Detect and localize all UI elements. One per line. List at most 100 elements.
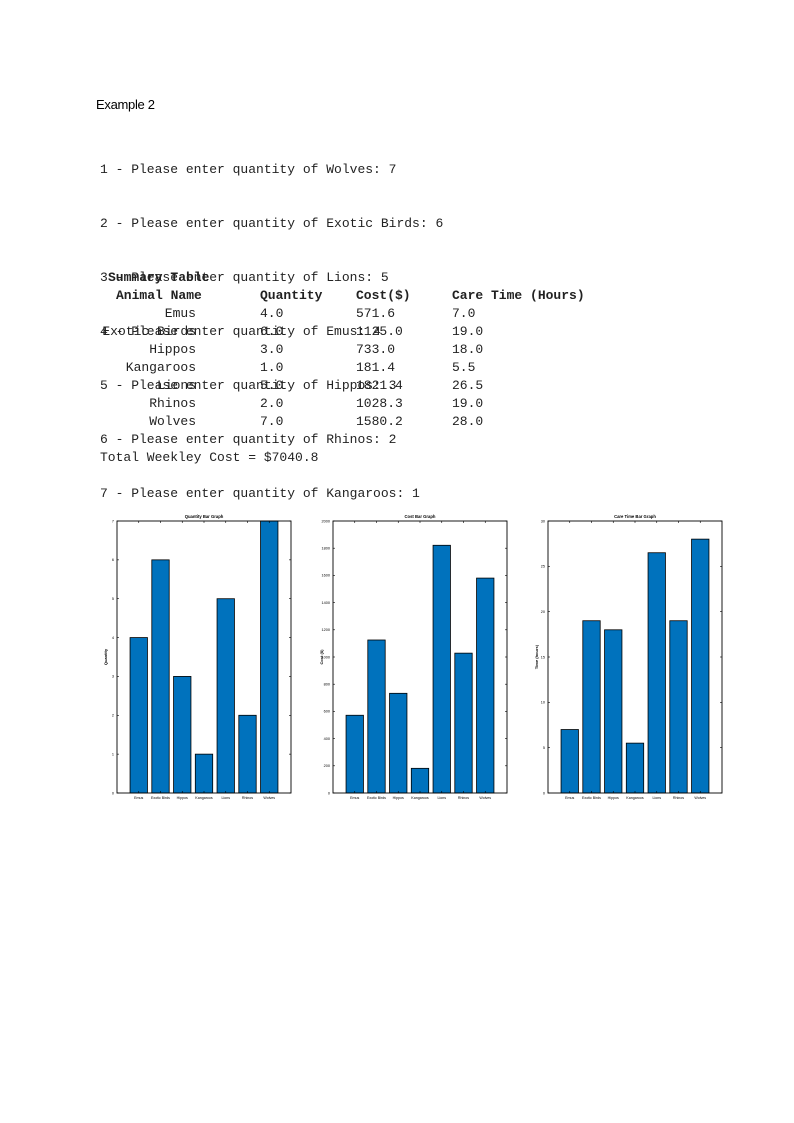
cell-cost: 181.4 (356, 360, 396, 375)
x-tick-label: Exotic Birds (582, 796, 601, 800)
y-tick-label: 200 (324, 764, 330, 768)
cell-cost: 1028.3 (356, 396, 403, 411)
x-tick-label: Hippos (393, 796, 404, 800)
x-tick-label: Kangaroos (626, 796, 644, 800)
bar-lions (432, 544, 451, 794)
y-tick-label: 600 (324, 710, 330, 714)
table-row: Wolves 7.0 1580.2 28.0 (100, 413, 700, 431)
y-tick-label: 7 (112, 519, 114, 523)
plot-frame (547, 520, 723, 794)
cell-care-time: 5.5 (452, 360, 476, 375)
cell-animal-name: Emus (164, 306, 196, 321)
y-axis-label: Cost ($) (319, 649, 324, 665)
y-tick-label: 15 (541, 655, 545, 659)
cell-animal-name: Lions (156, 378, 196, 393)
bar-emus (560, 729, 579, 794)
table-row: Hippos 3.0 733.0 18.0 (100, 341, 700, 359)
cell-quantity: 1.0 (260, 360, 284, 375)
table-row: Kangaroos 1.0 181.4 5.5 (100, 359, 700, 377)
cell-quantity: 7.0 (260, 414, 284, 429)
cell-animal-name: Exotic Birds (102, 324, 196, 339)
y-tick-label: 0 (328, 791, 330, 795)
cell-cost: 1821.4 (356, 378, 403, 393)
cell-care-time: 19.0 (452, 396, 484, 411)
cell-cost: 571.6 (356, 306, 396, 321)
cell-cost: 733.0 (356, 342, 396, 357)
cell-care-time: 26.5 (452, 378, 484, 393)
x-tick-label: Wolves (479, 796, 491, 800)
header-animal-name: Animal Name (116, 288, 202, 303)
y-tick-label: 25 (541, 565, 545, 569)
x-tick-label: Lions (221, 796, 230, 800)
x-tick-label: Emus (134, 796, 143, 800)
cell-cost: 1580.2 (356, 414, 403, 429)
bar-hippos (389, 692, 408, 794)
bar-hippos (604, 629, 623, 794)
bar-kangaroos (194, 753, 214, 794)
bar-kangaroos (625, 742, 645, 794)
x-tick-label: Exotic Birds (151, 796, 170, 800)
x-tick-label: Wolves (263, 796, 275, 800)
y-axis-label: Time (hours) (534, 644, 539, 669)
cell-quantity: 3.0 (260, 342, 284, 357)
prompt-line: 2 - Please enter quantity of Exotic Bird… (100, 216, 444, 231)
chart-title: Quantity Bar Graph (185, 514, 224, 519)
y-tick-label: 5 (543, 746, 545, 750)
x-tick-label: Exotic Birds (367, 796, 386, 800)
cell-care-time: 28.0 (452, 414, 484, 429)
y-tick-label: 20 (541, 610, 545, 614)
y-tick-label: 4 (112, 636, 114, 640)
y-axis-label: Quantity (103, 648, 108, 665)
y-tick-label: 1400 (322, 601, 330, 605)
cell-care-time: 18.0 (452, 342, 484, 357)
bar-wolves (691, 538, 710, 794)
bar-exotic-birds (582, 620, 601, 794)
prompt-line: 3 - Please enter quantity of Lions: 5 (100, 270, 389, 285)
y-tick-label: 1800 (322, 547, 330, 551)
prompt-line: 1 - Please enter quantity of Wolves: 7 (100, 162, 397, 177)
header-care-time: Care Time (Hours) (452, 288, 585, 303)
y-tick-label: 2 (112, 714, 114, 718)
x-tick-label: Rhinos (673, 796, 684, 800)
y-tick-label: 1000 (322, 655, 330, 659)
cell-animal-name: Rhinos (149, 396, 196, 411)
page-heading: Example 2 (96, 97, 155, 112)
x-tick-label: Wolves (694, 796, 706, 800)
x-tick-label: Lions (652, 796, 661, 800)
x-tick-label: Lions (437, 796, 446, 800)
table-row: Rhinos 2.0 1028.3 19.0 (100, 395, 700, 413)
bar-emus (345, 714, 364, 794)
bar-wolves (476, 577, 495, 794)
bar-emus (129, 637, 148, 794)
cell-care-time: 19.0 (452, 324, 484, 339)
x-tick-label: Kangaroos (195, 796, 213, 800)
prompt-line: 4 - Please enter quantity of Emus: 4 (100, 324, 381, 339)
bar-lions (216, 598, 235, 794)
cell-quantity: 6.0 (260, 324, 284, 339)
x-tick-label: Emus (350, 796, 359, 800)
x-tick-label: Kangaroos (411, 796, 429, 800)
cell-animal-name: Hippos (149, 342, 196, 357)
console-prompts: 1 - Please enter quantity of Wolves: 7 2… (100, 125, 443, 521)
bar-rhinos (454, 652, 473, 794)
bar-rhinos (669, 620, 688, 794)
y-tick-label: 800 (324, 683, 330, 687)
y-tick-label: 6 (112, 558, 114, 562)
x-tick-label: Hippos (177, 796, 188, 800)
bar-hippos (173, 676, 192, 794)
bar-lions (647, 552, 666, 794)
table-row: Emus 4.0 571.6 7.0 (100, 305, 700, 323)
summary-table: Summary Table Animal Name Quantity Cost(… (100, 269, 584, 429)
y-tick-label: 0 (543, 791, 545, 795)
y-tick-label: 0 (112, 791, 114, 795)
cell-quantity: 5.0 (260, 378, 284, 393)
y-tick-label: 1 (112, 752, 114, 756)
y-tick-label: 10 (541, 701, 545, 705)
cell-animal-name: Wolves (149, 414, 196, 429)
cell-quantity: 2.0 (260, 396, 284, 411)
bar-exotic-birds (151, 559, 170, 794)
x-tick-label: Rhinos (458, 796, 469, 800)
cell-cost: 1125.0 (356, 324, 403, 339)
bar-rhinos (238, 714, 257, 794)
